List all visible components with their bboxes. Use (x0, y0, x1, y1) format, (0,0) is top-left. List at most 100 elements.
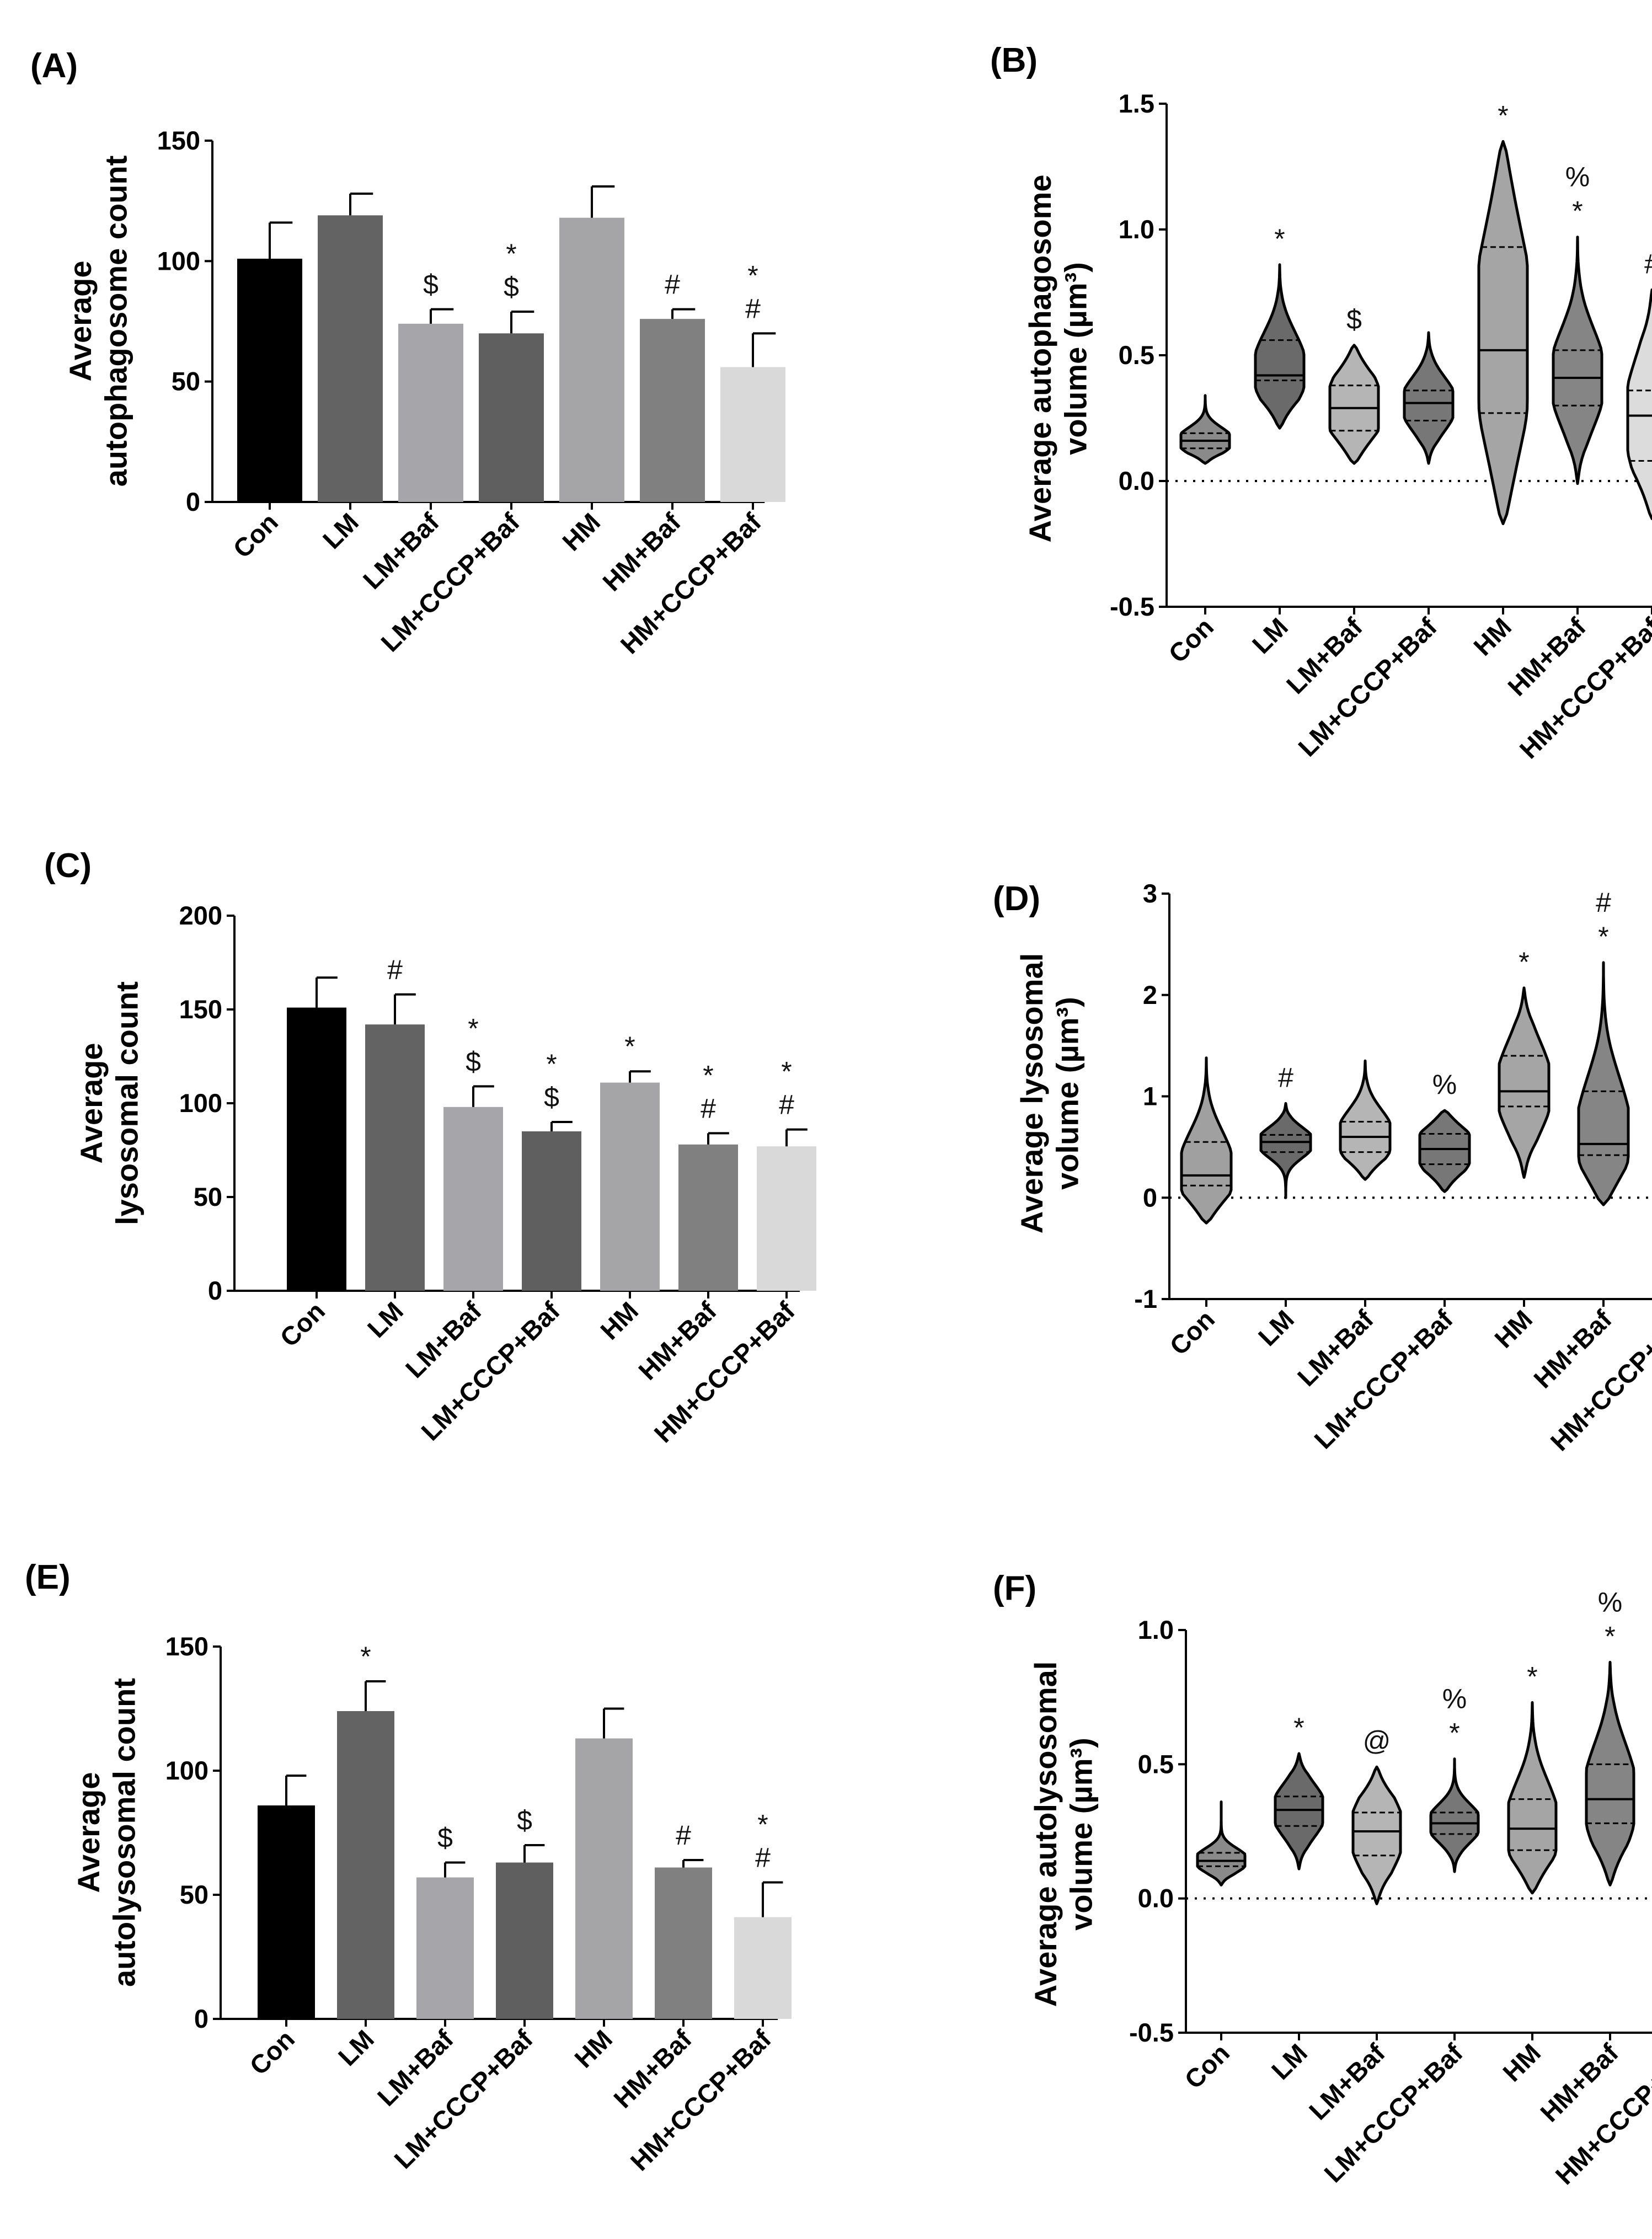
y-tick-label: -0.5 (1129, 2018, 1174, 2047)
y-tick-label: 0 (194, 2004, 208, 2033)
y-axis-title-line: Average autophagosome (1023, 175, 1057, 543)
panel-label: (E) (25, 1558, 71, 1596)
violin (1429, 1757, 1480, 1873)
x-tick-label: HM (595, 1296, 644, 1345)
y-tick-label: 100 (157, 246, 200, 275)
significance-mark: * (703, 1060, 713, 1091)
y-axis-title-line: volume (µm³) (1058, 262, 1093, 455)
panel-c: (C) Averagelysosomal count 0 50 100 150 200 Con… (44, 847, 816, 1448)
bar (720, 367, 785, 502)
bar (734, 1917, 792, 2019)
x-tick-label: LM (1247, 612, 1293, 659)
y-axis-title: Average lysosomalvolume (µm³) (1014, 953, 1084, 1233)
significance-mark: $ (423, 269, 439, 300)
y-tick-label: 50 (180, 1880, 208, 1909)
y-tick-label: 2 (1143, 980, 1157, 1009)
significance-mark: * (506, 238, 516, 269)
y-axis-title-line: Average autolysosomal (1028, 1661, 1063, 2007)
y-tick-label: 1 (1143, 1082, 1157, 1111)
y-axis-title: Average autophagosomevolume (µm³) (1023, 175, 1093, 543)
violin (1507, 1701, 1558, 1895)
significance-mark: % (1442, 1684, 1467, 1714)
bar (496, 1862, 553, 2019)
x-tick-label: HM (1497, 2038, 1546, 2087)
significance-mark: * (1293, 1712, 1304, 1743)
significance-mark: # (1596, 887, 1611, 918)
significance-mark: # (701, 1093, 716, 1124)
violin (1274, 1752, 1324, 1871)
significance-mark: * (1519, 947, 1529, 977)
y-tick-label: 100 (165, 1756, 208, 1785)
significance-mark: $ (466, 1046, 481, 1077)
y-tick-label: 150 (157, 126, 200, 155)
significance-mark: % (1598, 1586, 1622, 1617)
y-tick-label: 0 (186, 487, 200, 516)
y-tick-label: 0.5 (1138, 1749, 1174, 1778)
y-tick-label: 0.0 (1138, 1884, 1174, 1913)
bar (416, 1877, 474, 2019)
bar (365, 1024, 425, 1291)
panel-a: (A) Averageautophagosome count 0 50 100 150 Co… (30, 47, 785, 659)
violin (1254, 263, 1306, 430)
bar (559, 217, 624, 502)
x-tick-label: HM (557, 507, 606, 557)
panel-label: (A) (30, 47, 78, 85)
y-axis-title-line: lysosomal count (109, 981, 144, 1225)
y-axis-title-line: Average lysosomal (1014, 953, 1049, 1233)
y-tick-label: 100 (179, 1088, 222, 1118)
x-tick-label: Con (227, 507, 284, 564)
panel-b: (B) Average autophagosomevolume (µm³) -0.5… (990, 41, 1652, 764)
panel-d: (D) Average lysosomalvolume (µm³) -1 0 1 2 3 Co… (993, 879, 1652, 1456)
significance-mark: # (1278, 1062, 1293, 1093)
significance-mark: * (1605, 1621, 1615, 1652)
bar (258, 1805, 315, 2019)
violin (1339, 1059, 1392, 1181)
y-axis-title: Averagelysosomal count (74, 981, 144, 1225)
significance-mark: # (1644, 248, 1652, 279)
significance-mark: * (747, 260, 758, 291)
y-axis-title-line: autolysosomal count (106, 1678, 141, 1987)
panel-f: (F) Average autolysosomalvolume (µm³) -0.5… (993, 1569, 1652, 2190)
x-tick-label: Con (1179, 2038, 1235, 2094)
x-tick-label: LM (1266, 2038, 1313, 2085)
y-axis-title: Averageautolysosomal count (71, 1678, 141, 1987)
y-tick-label: 50 (194, 1182, 222, 1211)
x-tick-label: Con (1164, 1305, 1220, 1361)
bar (287, 1007, 346, 1291)
y-axis-title: Averageautophagosome count (63, 156, 133, 487)
bar (479, 333, 544, 502)
y-tick-label: 3 (1143, 879, 1157, 908)
significance-mark: $ (504, 271, 519, 302)
x-tick-label: HM+CCCP+Baf (624, 2024, 777, 2176)
y-tick-label: 0.0 (1119, 466, 1154, 495)
x-tick-label: LM+CCCP+Baf (375, 507, 525, 657)
y-axis-title-line: Average (63, 261, 98, 382)
bar (522, 1131, 581, 1291)
x-tick-label: HM+CCCP+Baf (614, 507, 767, 659)
significance-mark: * (1274, 223, 1285, 254)
significance-mark: * (624, 1031, 635, 1062)
significance-mark: * (1598, 921, 1608, 952)
x-tick-label: HM (1489, 1305, 1538, 1354)
significance-mark: # (779, 1089, 794, 1120)
bar (640, 319, 705, 502)
y-tick-label: 200 (179, 901, 222, 930)
significance-mark: * (1498, 100, 1508, 131)
bar (678, 1144, 738, 1291)
x-tick-label: LM+CCCP+Baf (1292, 612, 1442, 762)
panel-e: (E) Averageautolysosomal count 0 50 100 150 Co… (25, 1558, 792, 2176)
y-tick-label: 0.5 (1119, 340, 1154, 370)
y-tick-label: 1.0 (1138, 1615, 1174, 1644)
bar (600, 1082, 660, 1291)
violin (1585, 1660, 1635, 1887)
significance-mark: # (745, 293, 761, 324)
y-axis-title-line: volume (µm³) (1063, 1738, 1098, 1931)
y-tick-label: 0 (208, 1276, 222, 1305)
significance-mark: # (755, 1842, 771, 1873)
significance-mark: $ (437, 1823, 453, 1853)
x-tick-label: HM+CCCP+Baf (648, 1296, 800, 1448)
violin (1196, 1800, 1247, 1887)
significance-mark: # (665, 269, 680, 300)
bar (443, 1107, 503, 1291)
violin (1552, 236, 1603, 485)
